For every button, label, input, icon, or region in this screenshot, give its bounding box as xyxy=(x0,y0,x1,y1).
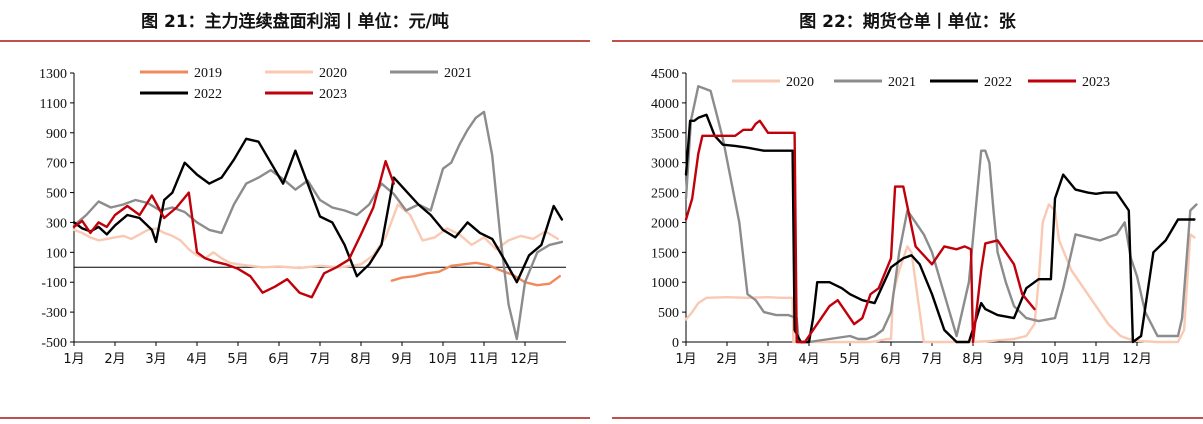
legend-label: 2019 xyxy=(194,66,222,81)
bottom-rule xyxy=(612,417,1203,419)
legend-label: 2020 xyxy=(319,66,347,81)
series-line-2021 xyxy=(684,85,1198,344)
x-tick-label: 1月 xyxy=(63,352,84,367)
legend-item-2022: 2022 xyxy=(930,75,1012,90)
x-tick-label: 12月 xyxy=(1122,352,1152,367)
chart-title: 图 22：期货仓单丨单位：张 xyxy=(799,12,1016,32)
y-tick-label: 2500 xyxy=(651,187,679,202)
x-tick-label: 11月 xyxy=(1081,352,1111,367)
legend-item-2022: 2022 xyxy=(140,87,222,102)
legend-item-2020: 2020 xyxy=(265,66,347,81)
y-tick-label: 500 xyxy=(658,306,679,321)
legend-item-2021: 2021 xyxy=(834,75,916,90)
y-tick-label: 3500 xyxy=(651,127,679,142)
y-tick-label: 1300 xyxy=(39,67,67,82)
y-tick-label: 4000 xyxy=(651,97,679,112)
x-tick-label: 2月 xyxy=(716,352,737,367)
x-tick-label: 4月 xyxy=(186,352,207,367)
y-tick-label: 1100 xyxy=(40,97,67,112)
series-line-2023 xyxy=(684,119,1036,344)
y-tick-label: -500 xyxy=(41,336,67,351)
series-line-2020 xyxy=(72,203,559,270)
x-tick-label: 6月 xyxy=(880,352,901,367)
x-tick-label: 1月 xyxy=(675,352,696,367)
y-tick-label: 1500 xyxy=(651,246,679,261)
x-tick-label: 8月 xyxy=(962,352,983,367)
x-tick-label: 7月 xyxy=(921,352,942,367)
y-tick-label: 0 xyxy=(672,336,679,351)
y-tick-label: -100 xyxy=(41,276,67,291)
x-tick-label: 12月 xyxy=(510,352,540,367)
legend-item-2023: 2023 xyxy=(1028,75,1110,90)
title-rule xyxy=(612,40,1203,42)
series-line-2019 xyxy=(390,261,561,287)
x-tick-label: 5月 xyxy=(839,352,860,367)
y-tick-label: 900 xyxy=(46,127,67,142)
x-tick-label: 9月 xyxy=(1003,352,1024,367)
x-tick-label: 11月 xyxy=(469,352,499,367)
x-tick-label: 5月 xyxy=(227,352,248,367)
y-tick-label: 100 xyxy=(46,246,67,261)
legend-label: 2021 xyxy=(444,66,472,81)
y-tick-label: 2000 xyxy=(651,216,679,231)
x-tick-label: 3月 xyxy=(757,352,778,367)
legend-item-2023: 2023 xyxy=(265,87,347,102)
legend-label: 2023 xyxy=(319,87,347,102)
warrant-chart-panel: 图 22：期货仓单丨单位：张 0 500 1000 1500 2000 2500 3000 3… xyxy=(612,0,1203,424)
y-tick-label: 500 xyxy=(46,187,67,202)
x-tick-label: 2月 xyxy=(104,352,125,367)
bottom-rule xyxy=(0,417,590,419)
y-tick-label: 300 xyxy=(46,216,67,231)
x-tick-label: 10月 xyxy=(428,352,458,367)
legend-label: 2021 xyxy=(888,75,916,90)
series-line-2020 xyxy=(684,203,1196,344)
x-tick-label: 9月 xyxy=(391,352,412,367)
x-tick-label: 10月 xyxy=(1040,352,1070,367)
x-tick-label: 6月 xyxy=(268,352,289,367)
legend-item-2021: 2021 xyxy=(390,66,472,81)
series-line-2023 xyxy=(72,159,395,299)
series-line-2022 xyxy=(684,113,1196,344)
y-tick-label: 4500 xyxy=(651,67,679,82)
y-tick-label: 700 xyxy=(46,157,67,172)
warrant-line-chart: 0 500 1000 1500 2000 2500 3000 3500 4000 4500 1月 2月… xyxy=(651,67,1198,367)
profit-line-chart: -500 -300 -100 100 300 500 700 900 1100 1300 1月 2月 3… xyxy=(39,66,566,367)
legend-item-2019: 2019 xyxy=(140,66,222,81)
legend-item-2020: 2020 xyxy=(732,75,814,90)
legend-label: 2020 xyxy=(786,75,814,90)
title-rule xyxy=(0,40,590,42)
chart-title: 图 21：主力连续盘面利润丨单位：元/吨 xyxy=(141,12,449,32)
x-tick-label: 7月 xyxy=(309,352,330,367)
y-tick-label: 3000 xyxy=(651,157,679,172)
legend-label: 2022 xyxy=(194,87,222,102)
x-tick-label: 8月 xyxy=(350,352,371,367)
legend-label: 2023 xyxy=(1082,75,1110,90)
x-tick-label: 3月 xyxy=(145,352,166,367)
x-tick-label: 4月 xyxy=(798,352,819,367)
series-line-2022 xyxy=(72,137,564,284)
y-tick-label: 1000 xyxy=(651,276,679,291)
y-tick-label: -300 xyxy=(41,306,67,321)
profit-chart-panel: 图 21：主力连续盘面利润丨单位：元/吨 -500 -300 -100 100 300 5… xyxy=(0,0,590,424)
legend-label: 2022 xyxy=(984,75,1012,90)
